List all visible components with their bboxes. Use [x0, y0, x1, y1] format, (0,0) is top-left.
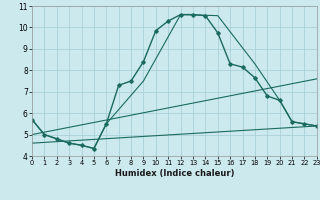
X-axis label: Humidex (Indice chaleur): Humidex (Indice chaleur)	[115, 169, 234, 178]
